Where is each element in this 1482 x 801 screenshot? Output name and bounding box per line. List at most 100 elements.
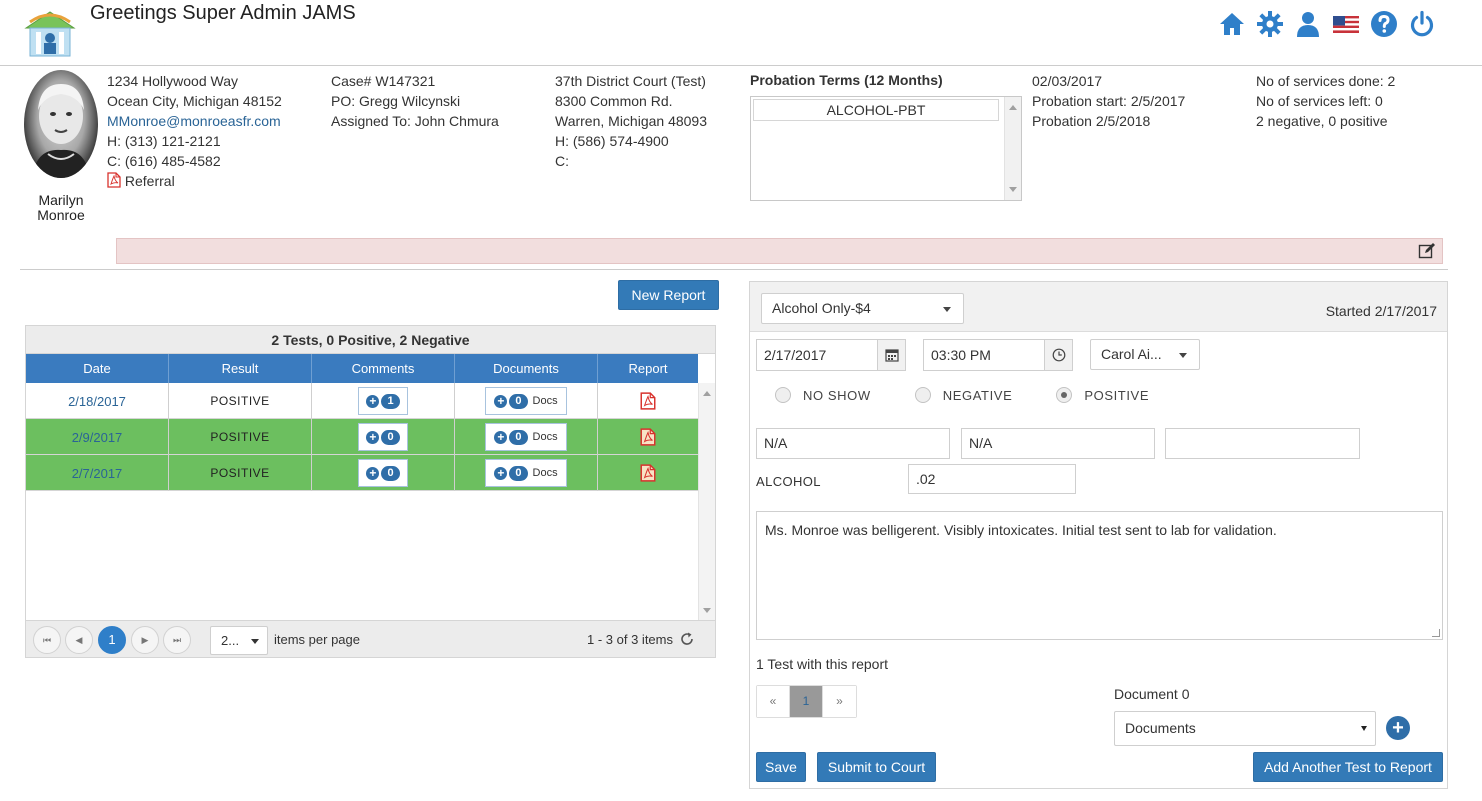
result-field-3[interactable] — [1165, 428, 1360, 459]
probation-term-item[interactable]: ALCOHOL-PBT — [753, 99, 999, 121]
submit-to-court-button[interactable]: Submit to Court — [817, 752, 936, 782]
help-icon[interactable] — [1370, 10, 1398, 38]
service-select[interactable]: Alcohol Only-$4 — [761, 293, 964, 324]
time-picker-button[interactable] — [1044, 340, 1072, 370]
current-page-button[interactable]: 1 — [98, 626, 126, 654]
services-left: No of services left: 0 — [1256, 93, 1383, 109]
power-icon[interactable] — [1408, 10, 1436, 38]
comments-count: 1 — [381, 393, 400, 409]
new-report-button[interactable]: New Report — [618, 280, 719, 310]
next-page-button[interactable]: ▶ — [131, 626, 159, 654]
pager-info: 1 - 3 of 3 items — [587, 632, 673, 647]
scroll-up-icon[interactable] — [703, 391, 711, 396]
documents-button[interactable]: + 0 Docs — [485, 423, 567, 451]
calendar-button[interactable] — [877, 340, 905, 370]
add-document-icon[interactable]: + — [1386, 716, 1410, 740]
pagination-prev[interactable]: « — [757, 686, 790, 717]
report-date-link[interactable]: 2/18/2017 — [68, 393, 126, 409]
items-per-page-label: items per page — [274, 632, 360, 647]
comments-button[interactable]: + 0 — [358, 459, 408, 487]
court-city: Warren, Michigan 48093 — [555, 113, 708, 129]
documents-count: 0 — [509, 429, 528, 445]
report-date-link[interactable]: 2/9/2017 — [71, 429, 123, 445]
column-header-documents[interactable]: Documents — [455, 354, 598, 383]
referral-link[interactable]: Referral — [107, 171, 282, 191]
pdf-report-icon[interactable] — [640, 464, 656, 482]
calendar-icon — [884, 349, 899, 362]
radio-button-selected[interactable] — [1056, 387, 1073, 403]
documents-select-value: Documents — [1125, 720, 1196, 736]
radio-label: POSITIVE — [1084, 387, 1150, 403]
table-row[interactable]: 2/7/2017 POSITIVE + 0 + 0 Docs — [26, 455, 698, 491]
column-header-result[interactable]: Result — [169, 354, 312, 383]
scroll-down-icon[interactable] — [703, 608, 711, 613]
gear-icon[interactable] — [1256, 10, 1284, 38]
probation-dates: 02/03/2017 Probation start: 2/5/2017 Pro… — [1032, 71, 1185, 131]
client-email-link[interactable]: MMonroe@monroeasfr.com — [107, 113, 281, 129]
tester-select-value: Carol Ai... — [1101, 346, 1162, 362]
pdf-report-icon[interactable] — [640, 428, 656, 446]
clock-icon — [1052, 348, 1065, 362]
document-count-label: Document 0 — [1114, 686, 1190, 702]
test-date-input[interactable]: 2/17/2017 — [756, 339, 906, 371]
tester-select[interactable]: Carol Ai... — [1090, 339, 1200, 370]
court-info: 37th District Court (Test) 8300 Common R… — [555, 71, 707, 171]
test-panel-header: Alcohol Only-$4 Started 2/17/2017 — [750, 282, 1447, 332]
comments-button[interactable]: + 0 — [358, 423, 408, 451]
documents-select[interactable]: Documents — [1114, 711, 1376, 746]
result-field-1[interactable]: N/A — [756, 428, 950, 459]
court-street: 8300 Common Rd. — [555, 93, 673, 109]
save-button[interactable]: Save — [756, 752, 806, 782]
first-page-button[interactable]: ⏮ — [33, 626, 61, 654]
scroll-up-icon[interactable] — [1009, 105, 1017, 110]
probation-terms-list[interactable]: ALCOHOL-PBT — [750, 96, 1022, 201]
services-done: No of services done: 2 — [1256, 73, 1396, 89]
column-header-date[interactable]: Date — [26, 354, 169, 383]
comments-button[interactable]: + 1 — [358, 387, 408, 415]
radio-button[interactable] — [775, 387, 791, 403]
table-row[interactable]: 2/18/2017 POSITIVE + 1 + 0 Docs — [26, 383, 698, 419]
radio-positive[interactable]: POSITIVE — [1056, 387, 1149, 403]
edit-icon[interactable] — [1418, 242, 1436, 260]
referral-label: Referral — [124, 173, 175, 189]
radio-negative[interactable]: NEGATIVE — [914, 387, 1013, 403]
client-cell-phone: C: (616) 485-4582 — [107, 153, 221, 169]
table-row[interactable]: 2/9/2017 POSITIVE + 0 + 0 Docs — [26, 419, 698, 455]
resize-handle[interactable] — [1432, 629, 1440, 637]
pagination-next[interactable]: » — [823, 686, 856, 717]
us-flag-icon[interactable] — [1332, 10, 1360, 38]
grid-scrollbar[interactable] — [698, 383, 715, 621]
tests-count-label: 1 Test with this report — [756, 656, 889, 672]
prev-page-button[interactable]: ◀ — [65, 626, 93, 654]
user-icon[interactable] — [1294, 10, 1322, 38]
client-contact: 1234 Hollywood Way Ocean City, Michigan … — [107, 71, 282, 191]
result-radio-group: NO SHOW NEGATIVE POSITIVE — [775, 387, 1193, 403]
radio-no-show[interactable]: NO SHOW — [775, 387, 871, 403]
add-another-test-button[interactable]: Add Another Test to Report — [1253, 752, 1443, 782]
case-info: Case# W147321 PO: Gregg Wilcynski Assign… — [331, 71, 499, 131]
plus-circle-icon: + — [494, 466, 508, 480]
scroll-down-icon[interactable] — [1009, 187, 1017, 192]
report-date-link[interactable]: 2/7/2017 — [71, 465, 123, 481]
documents-count: 0 — [509, 465, 528, 481]
pagination-current[interactable]: 1 — [790, 686, 823, 717]
column-header-report[interactable]: Report — [628, 361, 668, 376]
plus-circle-icon: + — [366, 394, 380, 408]
last-page-button[interactable]: ⏭ — [163, 626, 191, 654]
documents-button[interactable]: + 0 Docs — [485, 459, 567, 487]
alcohol-level-input[interactable]: .02 — [908, 464, 1076, 494]
result-field-2[interactable]: N/A — [961, 428, 1155, 459]
documents-button[interactable]: + 0 Docs — [485, 387, 567, 415]
terms-scrollbar[interactable] — [1004, 97, 1021, 200]
radio-button[interactable] — [914, 387, 931, 403]
radio-label: NO SHOW — [803, 387, 871, 403]
test-notes-textarea[interactable]: Ms. Monroe was belligerent. Visibly into… — [756, 511, 1443, 640]
refresh-icon[interactable] — [679, 631, 695, 647]
home-icon[interactable] — [1218, 10, 1246, 38]
column-header-comments[interactable]: Comments — [312, 354, 455, 383]
test-time-input[interactable]: 03:30 PM — [923, 339, 1073, 371]
header-divider — [0, 65, 1482, 66]
pdf-report-icon[interactable] — [640, 392, 656, 410]
documents-count: 0 — [509, 393, 528, 409]
page-size-select[interactable]: 2... — [210, 626, 268, 655]
